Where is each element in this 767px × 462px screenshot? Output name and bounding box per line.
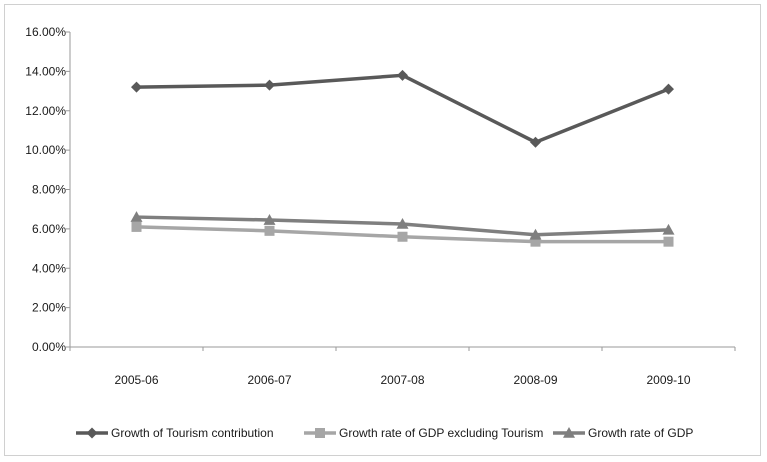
legend-label: Growth rate of GDP [588,426,693,440]
x-tick-label: 2007-08 [380,373,424,387]
legend-item: Growth rate of GDP excluding Tourism [304,426,543,440]
y-tick-label: 10.00% [25,143,66,157]
data-point [530,236,541,247]
y-tick-label: 16.00% [25,25,66,39]
y-tick-label: 0.00% [32,340,66,354]
y-tick-label: 2.00% [32,301,66,315]
x-tick-labels: 2005-06 2006-07 2007-08 2008-09 2009-10 [114,373,690,387]
data-point [397,69,408,81]
data-point [397,231,408,242]
data-point [264,225,275,236]
y-tick-label: 8.00% [32,183,66,197]
data-point [662,223,675,235]
data-point [663,83,674,95]
series-line [136,73,670,144]
legend-label: Growth rate of GDP excluding Tourism [339,426,543,440]
y-tick-label: 14.00% [25,64,66,78]
series-diamond [131,69,674,148]
data-point [396,217,409,229]
data-point [529,228,542,240]
data-point [663,236,674,247]
legend-marker [86,427,98,439]
y-tick-labels: 0.00% 2.00% 4.00% 6.00% 8.00% 10.00% 12.00% 14.… [25,25,66,354]
data-point [131,221,142,232]
y-tick-label: 6.00% [32,222,66,236]
legend-item: Growth of Tourism contribution [76,426,274,440]
series-square [131,221,674,247]
data-point [130,211,143,222]
legend-marker [315,428,325,438]
series-layer [130,69,675,247]
x-tick-label: 2008-09 [513,373,557,387]
legend-item: Growth rate of GDP [553,426,693,440]
x-tick-label: 2006-07 [247,373,291,387]
data-point [131,81,142,93]
legend-marker [563,427,575,438]
data-point [530,136,541,148]
series-triangle [130,211,675,240]
data-point [264,79,275,91]
axes [66,31,736,351]
y-tick-label: 4.00% [32,261,66,275]
legend-label: Growth of Tourism contribution [111,426,274,440]
x-tick-label: 2005-06 [114,373,158,387]
data-point [263,214,276,225]
x-tick-label: 2009-10 [646,373,690,387]
y-tick-label: 12.00% [25,104,66,118]
legend: Growth of Tourism contribution Growth rat… [76,426,693,440]
